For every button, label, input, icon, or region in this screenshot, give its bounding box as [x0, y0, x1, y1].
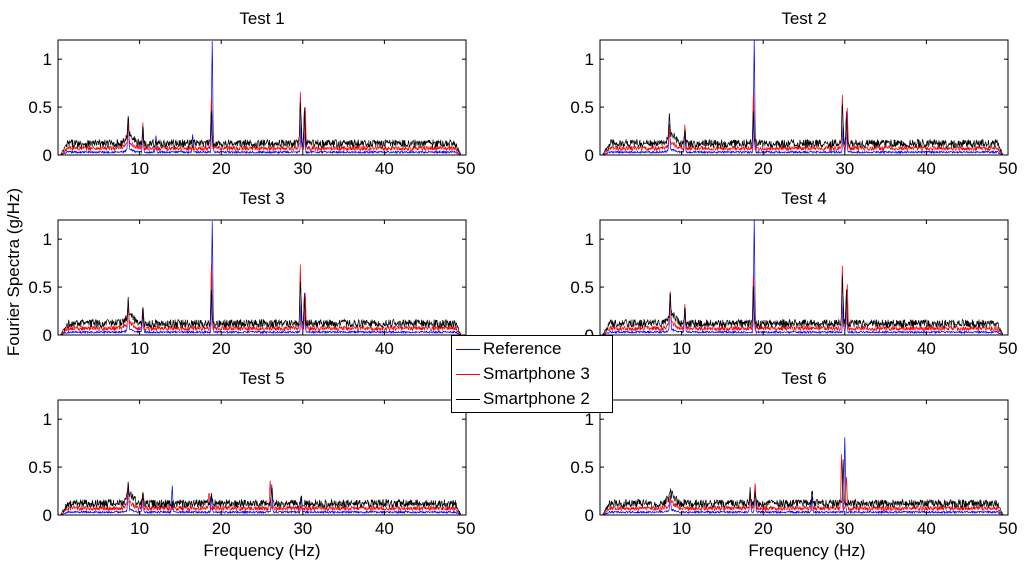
- x-tick-label: 20: [754, 519, 773, 538]
- legend-label-smartphone-3: Smartphone 3: [483, 364, 590, 383]
- x-tick-label: 20: [754, 159, 773, 178]
- y-tick-label: 1: [585, 230, 594, 249]
- x-tick-label: 40: [375, 159, 394, 178]
- series-line-reference: [60, 220, 462, 335]
- x-tick-label: 20: [754, 339, 773, 358]
- legend-item-reference: Reference: [452, 338, 612, 360]
- series-line-smartphone-2: [60, 281, 462, 335]
- x-tick-label: 10: [672, 519, 691, 538]
- x-tick-label: 40: [375, 519, 394, 538]
- series-line-smartphone-2: [60, 102, 462, 155]
- subplot-title: Test 4: [781, 189, 826, 208]
- subplot-2: Test 2 10 20 30 40 50 0 0.5 1: [570, 9, 1017, 178]
- x-tick-label: 20: [212, 519, 231, 538]
- x-tick-label: 10: [130, 339, 149, 358]
- x-axis-label-left: Frequency (Hz): [203, 541, 320, 560]
- x-tick-label: 50: [999, 519, 1018, 538]
- series-line-smartphone-2: [602, 459, 1004, 515]
- series-line-smartphone-3: [60, 264, 462, 335]
- y-tick-label: 0: [43, 506, 52, 525]
- legend-label-smartphone-2: Smartphone 2: [483, 389, 590, 408]
- y-tick-label: 1: [585, 50, 594, 69]
- x-tick-label: 10: [130, 159, 149, 178]
- x-axis-label-right: Frequency (Hz): [748, 541, 865, 560]
- x-tick-label: 10: [130, 519, 149, 538]
- plot-frame: [57, 219, 467, 336]
- y-tick-label: 1: [43, 410, 52, 429]
- subplot-6: Test 6 10 20 30 40 50 0 0.5 1: [570, 369, 1017, 538]
- plot-frame: [599, 399, 1009, 516]
- x-tick-label: 50: [457, 159, 476, 178]
- series-line-smartphone-2: [602, 275, 1004, 335]
- series-line-smartphone-3: [60, 480, 462, 515]
- x-tick-label: 40: [917, 339, 936, 358]
- y-tick-label: 0.5: [28, 98, 52, 117]
- y-tick-label: 1: [43, 230, 52, 249]
- series-line-smartphone-3: [60, 91, 462, 155]
- x-tick-label: 30: [835, 159, 854, 178]
- y-tick-label: 0: [585, 146, 594, 165]
- subplot-3: Test 3102030405000.51: [28, 189, 475, 358]
- plot-frame: [599, 39, 1009, 156]
- y-tick-label: 1: [585, 410, 594, 429]
- subplot-title: Test 2: [781, 9, 826, 28]
- x-tick-label: 30: [835, 339, 854, 358]
- y-tick-label: 0.5: [570, 458, 594, 477]
- series-line-reference: [602, 220, 1004, 335]
- y-tick-label: 0: [43, 326, 52, 345]
- y-tick-label: 0.5: [570, 278, 594, 297]
- x-tick-label: 30: [293, 519, 312, 538]
- series-line-smartphone-2: [60, 482, 462, 515]
- y-tick-label: 0.5: [570, 98, 594, 117]
- series-line-reference: [60, 484, 462, 515]
- legend-item-smartphone-2: Smartphone 2: [452, 388, 612, 410]
- y-tick-label: 0: [43, 146, 52, 165]
- y-tick-label: 1: [43, 50, 52, 69]
- subplot-title: Test 5: [239, 369, 284, 388]
- legend-item-smartphone-3: Smartphone 3: [452, 363, 612, 385]
- x-tick-label: 50: [999, 339, 1018, 358]
- x-tick-label: 30: [293, 339, 312, 358]
- y-tick-label: 0.5: [28, 458, 52, 477]
- x-tick-label: 10: [672, 339, 691, 358]
- legend-swatch-reference: [456, 349, 480, 350]
- subplot-4: Test 4102030405000.51: [570, 189, 1017, 358]
- plot-frame: [599, 219, 1009, 336]
- x-tick-label: 30: [835, 519, 854, 538]
- series-line-reference: [602, 437, 1004, 515]
- subplot-title: Test 1: [239, 9, 284, 28]
- x-tick-label: 20: [212, 339, 231, 358]
- subplot-1: Test 1 10 20 30 40 50 0 0.5 1: [28, 9, 475, 178]
- y-tick-label: 0.5: [28, 278, 52, 297]
- plot-frame: [57, 39, 467, 156]
- y-tick-label: 0: [585, 506, 594, 525]
- plot-frame: [57, 399, 467, 516]
- series-line-smartphone-2: [602, 104, 1004, 155]
- legend-swatch-smartphone-3: [456, 374, 480, 375]
- y-axis-label: Fourier Spectra (g/Hz): [4, 188, 23, 356]
- x-tick-label: 40: [375, 339, 394, 358]
- x-tick-label: 30: [293, 159, 312, 178]
- subplot-5: Test 5 10 20 30 40 50 0 0.5 1: [28, 369, 475, 538]
- series-line-smartphone-3: [602, 92, 1004, 155]
- series-line-reference: [602, 40, 1004, 155]
- x-tick-label: 10: [672, 159, 691, 178]
- subplot-title: Test 6: [781, 369, 826, 388]
- subplot-title: Test 3: [239, 189, 284, 208]
- legend-label-reference: Reference: [483, 339, 562, 358]
- legend: Reference Smartphone 3 Smartphone 2: [451, 335, 613, 413]
- series-line-reference: [60, 40, 462, 155]
- x-tick-label: 50: [457, 519, 476, 538]
- x-tick-label: 50: [999, 159, 1018, 178]
- x-tick-label: 40: [917, 519, 936, 538]
- x-tick-label: 40: [917, 159, 936, 178]
- legend-swatch-smartphone-2: [456, 399, 480, 400]
- x-tick-label: 20: [212, 159, 231, 178]
- series-line-smartphone-3: [602, 453, 1004, 515]
